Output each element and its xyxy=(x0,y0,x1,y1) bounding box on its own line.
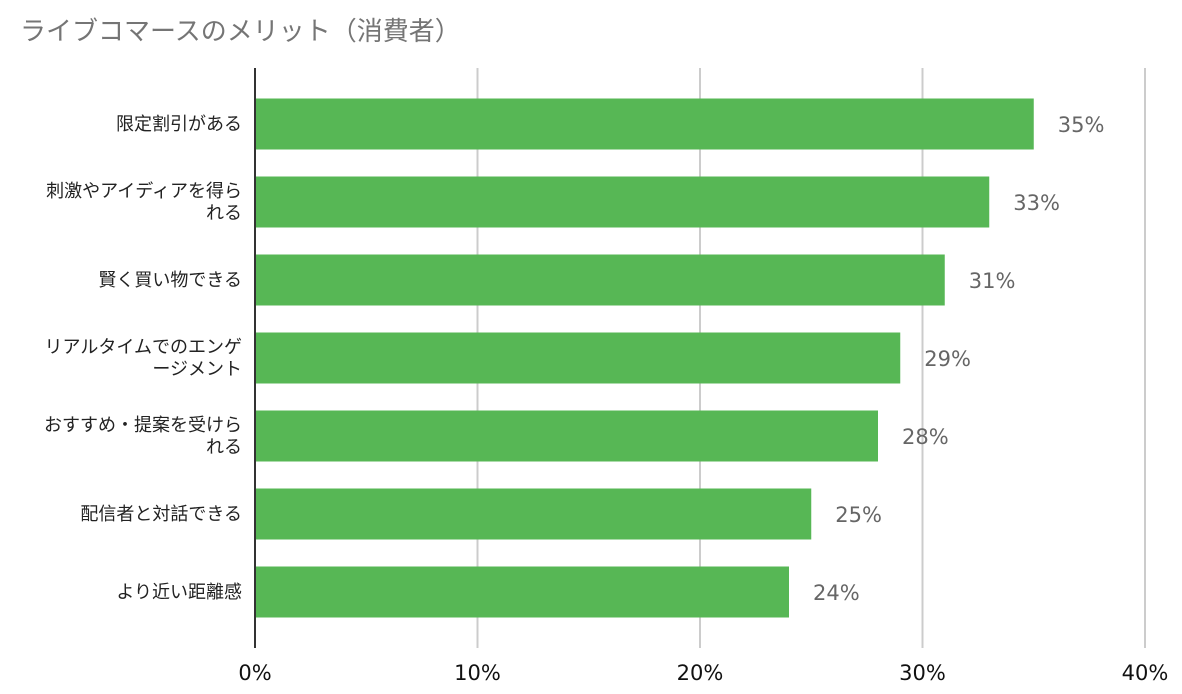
x-tick-label-4: 40% xyxy=(1122,661,1169,685)
value-label-1: 33% xyxy=(1013,191,1060,215)
bar-3 xyxy=(255,332,901,384)
category-label-1: 刺激やアイディアを得られる xyxy=(46,181,242,224)
category-label-4: おすすめ・提案を受けられる xyxy=(44,415,242,458)
value-label-6: 24% xyxy=(813,581,860,605)
x-tick-label-0: 0% xyxy=(238,661,271,685)
value-label-2: 31% xyxy=(969,269,1016,293)
x-tick-label-3: 30% xyxy=(899,661,946,685)
value-labels: 35% 33% 31% 29% 28% 25% 24% xyxy=(813,113,1104,605)
bar-6 xyxy=(255,566,789,618)
category-label-6: より近い距離感 xyxy=(116,582,242,603)
bar-4 xyxy=(255,410,878,462)
x-tick-label-2: 20% xyxy=(677,661,724,685)
bar-5 xyxy=(255,488,812,540)
bar-1 xyxy=(255,176,990,228)
category-label-0: 限定割引がある xyxy=(116,114,242,135)
bar-0 xyxy=(255,98,1034,150)
x-tick-label-1: 10% xyxy=(454,661,501,685)
value-label-4: 28% xyxy=(902,425,949,449)
value-label-5: 25% xyxy=(835,503,882,527)
bar-2 xyxy=(255,254,945,306)
category-labels: 限定割引がある刺激やアイディアを得られる賢く買い物できるリアルタイムでのエンゲー… xyxy=(44,114,242,603)
category-label-2: 賢く買い物できる xyxy=(98,270,242,291)
chart-title: ライブコマースのメリット（消費者） xyxy=(20,17,461,47)
category-label-3: リアルタイムでのエンゲージメント xyxy=(45,337,242,380)
category-label-5: 配信者と対話できる xyxy=(80,504,242,525)
value-label-3: 29% xyxy=(924,347,971,371)
value-label-0: 35% xyxy=(1058,113,1105,137)
x-tick-labels: 0% 10% 20% 30% 40% xyxy=(238,661,1168,685)
bars xyxy=(255,98,1034,618)
